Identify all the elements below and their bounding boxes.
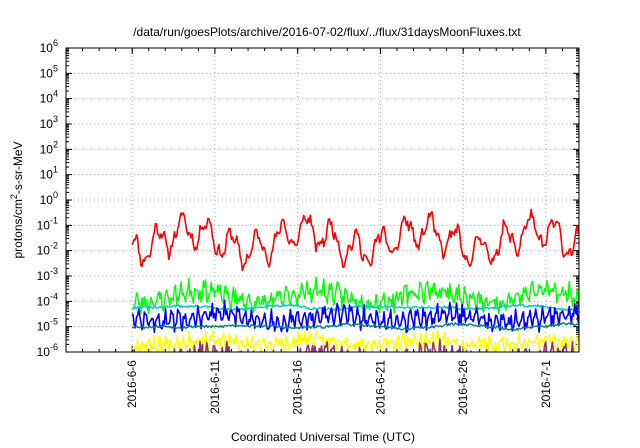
y-tick-label: 10-1 (37, 215, 58, 232)
series-line (131, 276, 579, 316)
y-tick-label: 10-2 (37, 241, 58, 258)
y-tick-base: 10 (37, 218, 51, 232)
y-tick-exponent: -2 (50, 241, 58, 251)
y-tick-exponent: -6 (50, 342, 58, 352)
y-tick-label: 100 (40, 190, 58, 207)
y-tick-base: 10 (40, 66, 54, 80)
y-tick-exponent: 5 (53, 63, 58, 73)
y-tick-exponent: 4 (53, 89, 58, 99)
y-tick-base: 10 (37, 294, 51, 308)
y-label-sup: 2 (9, 194, 19, 199)
y-tick-base: 10 (40, 92, 54, 106)
data-series (131, 208, 579, 352)
y-tick-exponent: 0 (53, 190, 58, 200)
series-line (131, 299, 579, 334)
y-tick-exponent: 3 (53, 114, 58, 124)
y-tick-label: 104 (40, 89, 58, 106)
x-axis-label: Coordinated Universal Time (UTC) (231, 430, 415, 444)
y-tick-base: 10 (40, 168, 54, 182)
y-tick-label: 105 (40, 63, 58, 80)
y-tick-label: 10-3 (37, 266, 58, 283)
y-tick-label: 102 (40, 139, 58, 156)
x-tick-label: 2016-6-16 (291, 360, 305, 415)
y-tick-label: 10-6 (37, 342, 58, 359)
x-tick-label: 2016-6-6 (125, 360, 139, 408)
chart-title: /data/run/goesPlots/archive/2016-07-02/f… (133, 25, 521, 39)
y-tick-exponent: -5 (50, 317, 58, 327)
y-tick-base: 10 (37, 320, 51, 334)
y-tick-exponent: 6 (53, 38, 58, 48)
y-tick-exponent: -4 (50, 291, 58, 301)
series-line (131, 328, 579, 352)
series-line (131, 208, 579, 272)
x-tick-label: 2016-7-1 (539, 360, 553, 408)
y-tick-base: 10 (40, 117, 54, 131)
y-tick-exponent: -1 (50, 215, 58, 225)
y-tick-exponent: -3 (50, 266, 58, 276)
y-tick-exponent: 1 (53, 165, 58, 175)
y-tick-base: 10 (40, 41, 54, 55)
y-tick-label: 101 (40, 165, 58, 182)
y-tick-base: 10 (40, 193, 54, 207)
y-tick-exponent: 2 (53, 139, 58, 149)
y-axis-label: protons/cm2-s-sr-MeV (9, 141, 25, 258)
x-tick-label: 2016-6-11 (208, 360, 222, 414)
y-label-prefix: protons/cm (11, 199, 25, 258)
y-tick-label: 106 (40, 38, 58, 55)
x-tick-label: 2016-6-21 (373, 360, 387, 415)
y-label-suffix: -s-sr-MeV (11, 141, 25, 194)
x-tick-label: 2016-6-26 (456, 360, 470, 415)
x-tick-labels: 2016-6-6 2016-6-11 2016-6-16 2016-6-21 2016-… (125, 360, 553, 415)
y-tick-label: 10-4 (37, 291, 58, 308)
series-line (131, 322, 579, 331)
y-tick-labels: 10-610-510-410-310-210-11001011021031041… (37, 38, 58, 359)
y-tick-label: 10-5 (37, 317, 58, 334)
plot-frame (65, 47, 580, 353)
y-tick-base: 10 (37, 269, 51, 283)
y-tick-base: 10 (37, 345, 51, 359)
y-tick-base: 10 (40, 142, 54, 156)
grid-lines (66, 48, 579, 352)
y-tick-label: 103 (40, 114, 58, 131)
y-tick-base: 10 (37, 244, 51, 258)
